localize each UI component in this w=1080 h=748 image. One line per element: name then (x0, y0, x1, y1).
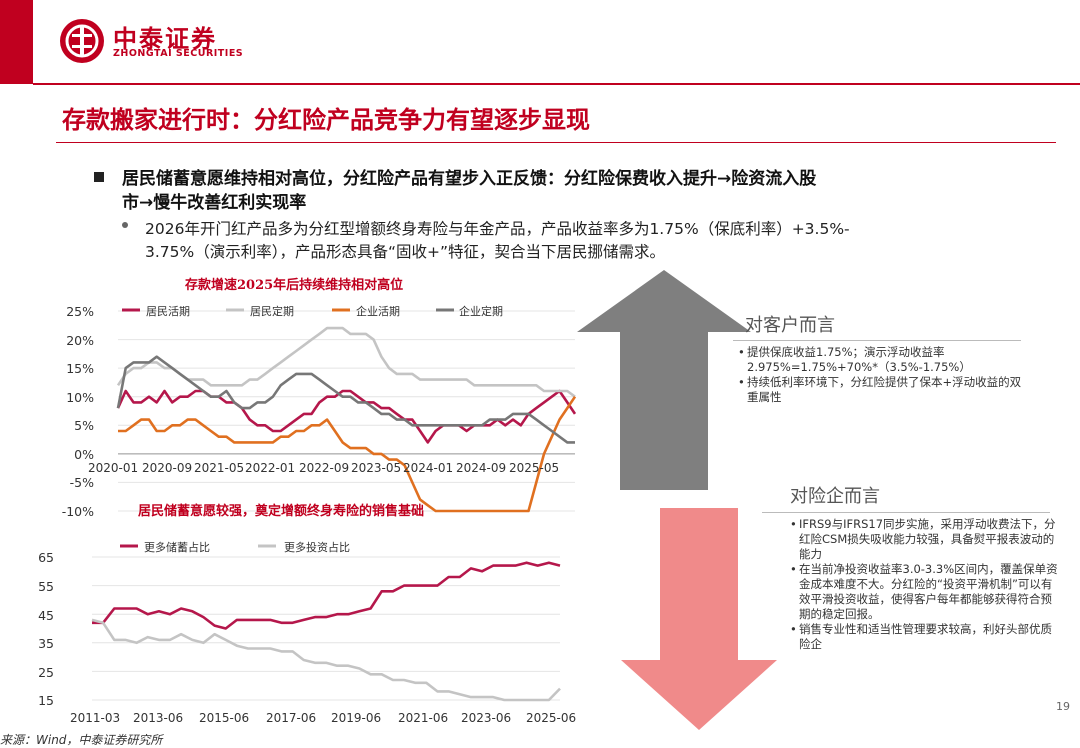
chart2-xtick: 2025-06 (526, 711, 577, 725)
header-red-bar (0, 0, 33, 84)
brand-name: 中泰证券 (113, 25, 217, 53)
title-underline (56, 142, 1056, 143)
chart2-ytick: 45 (38, 608, 54, 623)
chart2-ytick: 65 (38, 550, 54, 565)
chart1-ytick: 15% (66, 361, 94, 376)
chart1-ytick: -10% (61, 504, 94, 519)
chart1-ytick: 20% (66, 333, 94, 348)
chart1-lines (116, 308, 577, 513)
chart2-ytick: 35 (38, 636, 54, 651)
bullet-line-1: 居民储蓄意愿维持相对高位，分红险产品有望步入正反馈：分红险保费收入提升→险资流入… (122, 169, 817, 189)
chart2-xtick: 2011-03 (70, 711, 121, 725)
chart2-xtick: 2023-06 (461, 711, 512, 725)
customer-text: 提供保底收益1.75%；演示浮动收益率2.975%=1.75%+70%*（3.5… (738, 345, 1023, 405)
company-logo-icon (60, 19, 104, 63)
insurer-item-2: 在当前净投资收益率3.0-3.3%区间内，覆盖保单资金成本难度不大。分红险的“投… (790, 562, 1058, 622)
page-number: 19 (1056, 700, 1070, 713)
chart2-legend-1: 更多储蓄占比 (144, 541, 210, 554)
chart1-xtick: 2025-05 (509, 461, 560, 475)
insurer-item-1: IFRS9与IFRS17同步实施，采用浮动收费法下，分红险CSM损失吸收能力较强… (790, 517, 1058, 562)
chart1-plot (118, 310, 575, 512)
chart1-legend-4: 企业定期 (459, 305, 503, 318)
chart2-legend-2: 更多投资占比 (284, 541, 350, 554)
chart1-legend-1: 居民活期 (146, 305, 190, 318)
chart1-ytick: 10% (66, 390, 94, 405)
chart1-series-3-line (118, 395, 577, 513)
header-divider (33, 83, 1080, 85)
chart2-title: 居民储蓄意愿较强，奠定增额终身寿险的销售基础 (138, 504, 425, 519)
chart1-legend-3: 企业活期 (356, 305, 400, 318)
sub-bullet-dot-icon (122, 222, 128, 228)
insurer-divider (762, 512, 1050, 513)
chart1-series-4-line (116, 355, 575, 444)
arrows (577, 270, 777, 730)
chart1-xtick: 2020-09 (142, 461, 193, 475)
chart2-series-1-line (92, 561, 561, 630)
brand-name-en: ZHONGTAI SECURITIES (113, 48, 244, 59)
chart1-legend-2: 居民定期 (250, 305, 294, 318)
chart1-series-2-line (116, 326, 576, 398)
source-note: 来源：Wind，中泰证券研究所 (0, 733, 163, 747)
chart2-series-2-line (91, 618, 561, 702)
bullet-line-2: 市→慢牛改善红利实现率 (122, 193, 307, 213)
insurer-item-3: 销售专业性和适当性管理要求较高，利好头部优质险企 (790, 622, 1058, 652)
sub-bullet-line-1: 2026年开门红产品多为分红型增额终身寿险与年金产品，产品收益率多为1.75%（… (145, 220, 850, 238)
down-arrow-icon (621, 508, 777, 730)
chart1-xtick: 2022-09 (299, 461, 350, 475)
chart1-series-1-line (116, 389, 577, 444)
chart2-xtick: 2013-06 (133, 711, 184, 725)
chart1-xtick: 2024-09 (456, 461, 507, 475)
chart1-xtick: 2024-01 (403, 461, 454, 475)
chart1-ytick: 25% (66, 304, 94, 319)
chart1-ytick: 5% (74, 418, 94, 433)
chart2-xtick: 2019-06 (331, 711, 382, 725)
customer-item-1: 提供保底收益1.75%；演示浮动收益率2.975%=1.75%+70%*（3.5… (738, 345, 1023, 375)
chart2-ytick: 15 (38, 693, 54, 708)
bullet-square-icon (94, 172, 104, 182)
insurer-text: IFRS9与IFRS17同步实施，采用浮动收费法下，分红险CSM损失吸收能力较强… (790, 517, 1058, 652)
sub-bullet-line-2: 3.75%（演示利率），产品形态具备“固收+”特征，契合当下居民挪储需求。 (145, 243, 666, 261)
chart2-xtick: 2021-06 (398, 711, 449, 725)
chart2-ytick: 55 (38, 579, 54, 594)
chart1-xtick: 2020-01 (88, 461, 139, 475)
chart2-xtick: 2015-06 (199, 711, 250, 725)
chart2-xtick: 2017-06 (266, 711, 317, 725)
customer-item-2: 持续低利率环境下，分红险提供了保本+浮动收益的双重属性 (738, 375, 1023, 405)
chart1-xtick: 2021-05 (194, 461, 245, 475)
up-arrow-icon (577, 270, 751, 490)
chart1-xtick: 2023-05 (351, 461, 402, 475)
chart2-ytick: 25 (38, 665, 54, 680)
chart1-ytick: -5% (69, 475, 94, 490)
chart1-xtick: 2022-01 (245, 461, 296, 475)
insurer-heading: 对险企而言 (790, 486, 880, 507)
customer-heading: 对客户而言 (745, 315, 835, 336)
customer-divider (733, 340, 1021, 341)
chart1-ytick: 0% (74, 447, 94, 462)
chart2-lines (91, 544, 561, 702)
slide-title: 存款搬家进行时：分红险产品竞争力有望逐步显现 (62, 105, 590, 134)
chart1-title: 存款增速2025年后持续维持相对高位 (185, 278, 404, 293)
